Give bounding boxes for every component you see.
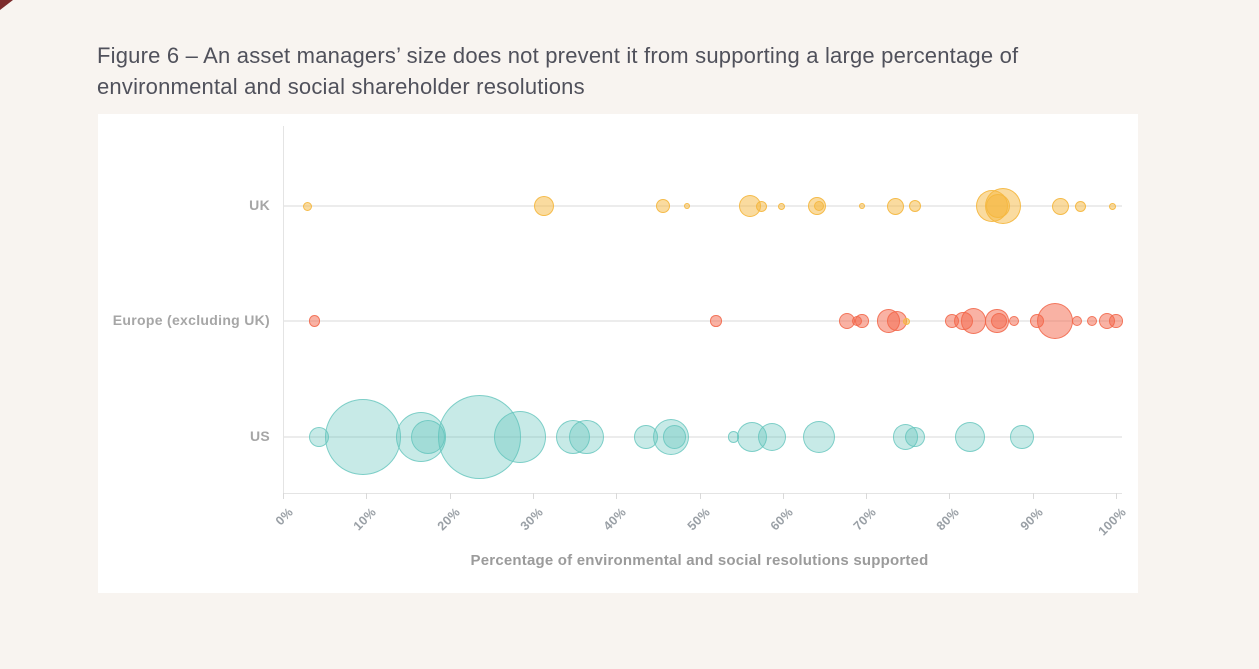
bubble[interactable] (905, 427, 926, 447)
x-axis-tick (782, 493, 784, 499)
x-axis-title: Percentage of environmental and social r… (470, 552, 929, 569)
row-label-uk: UK (249, 197, 270, 213)
x-axis-tick-label: 80% (934, 505, 963, 534)
x-axis-tick-label: 70% (850, 505, 879, 534)
x-axis-tick-label: 30% (517, 505, 546, 534)
bubble[interactable] (886, 197, 904, 215)
bubble[interactable] (855, 314, 869, 328)
bubble[interactable] (909, 200, 922, 212)
bubble[interactable] (303, 201, 313, 211)
row-label-europe-excluding-uk: Europe (excluding UK) (112, 312, 270, 328)
bubble[interactable] (756, 200, 768, 212)
x-axis-tick (449, 493, 451, 499)
x-axis-tick (532, 493, 534, 499)
x-axis-tick-label: 90% (1017, 505, 1046, 534)
x-axis-tick (616, 493, 618, 499)
bubble[interactable] (1008, 316, 1019, 326)
x-axis-tick-label: 20% (434, 505, 463, 534)
x-axis-tick (949, 493, 951, 499)
x-axis-tick-label: 10% (350, 505, 380, 534)
bubble[interactable] (1109, 314, 1123, 328)
bubble[interactable] (1051, 197, 1069, 215)
bubble[interactable] (778, 202, 786, 210)
bubble[interactable] (684, 203, 690, 209)
x-axis-tick-label: 50% (684, 505, 713, 534)
bubble[interactable] (1074, 200, 1086, 212)
row-gridline (283, 205, 1122, 207)
bubble[interactable] (710, 315, 722, 327)
bubble[interactable] (308, 315, 321, 327)
x-axis-tick (699, 493, 701, 499)
y-axis-line (283, 126, 284, 493)
x-axis-tick (366, 493, 368, 499)
bubble[interactable] (1071, 316, 1082, 326)
bubble[interactable] (1086, 316, 1097, 326)
bubble[interactable] (1036, 302, 1074, 340)
corner-mark (0, 0, 13, 10)
bubble[interactable] (533, 196, 554, 216)
bubble[interactable] (662, 425, 687, 449)
bubble[interactable] (757, 422, 787, 452)
x-axis-line (283, 493, 1122, 494)
bubble[interactable] (960, 308, 987, 334)
x-axis-tick-label: 60% (767, 505, 796, 534)
row-label-us: US (249, 428, 270, 444)
bubble[interactable] (858, 203, 865, 209)
bubble[interactable] (655, 199, 670, 213)
x-axis-tick (1116, 493, 1117, 499)
bubble[interactable] (903, 317, 911, 325)
bubble[interactable] (1010, 425, 1034, 449)
x-axis-tick (866, 493, 868, 499)
bubble[interactable] (568, 419, 604, 455)
bubble[interactable] (1109, 202, 1117, 210)
row-gridline (283, 320, 1122, 322)
x-axis-tick (1032, 493, 1034, 499)
bubble[interactable] (985, 194, 1010, 218)
x-axis-tick (283, 493, 284, 499)
bubble[interactable] (955, 422, 986, 452)
x-axis-tick-label: 40% (600, 505, 630, 534)
chart-panel: Percentage of environmental and social r… (98, 114, 1138, 593)
bubble[interactable] (991, 313, 1008, 329)
x-axis-tick-label: 100% (1095, 505, 1129, 539)
bubble[interactable] (802, 421, 835, 453)
row-gridline (283, 436, 1122, 438)
bubble[interactable] (813, 201, 824, 211)
bubble[interactable] (324, 399, 401, 475)
x-axis-tick-label: 0% (272, 505, 296, 529)
figure-title: Figure 6 – An asset managers’ size does … (97, 43, 1019, 99)
bubble[interactable] (493, 411, 546, 463)
